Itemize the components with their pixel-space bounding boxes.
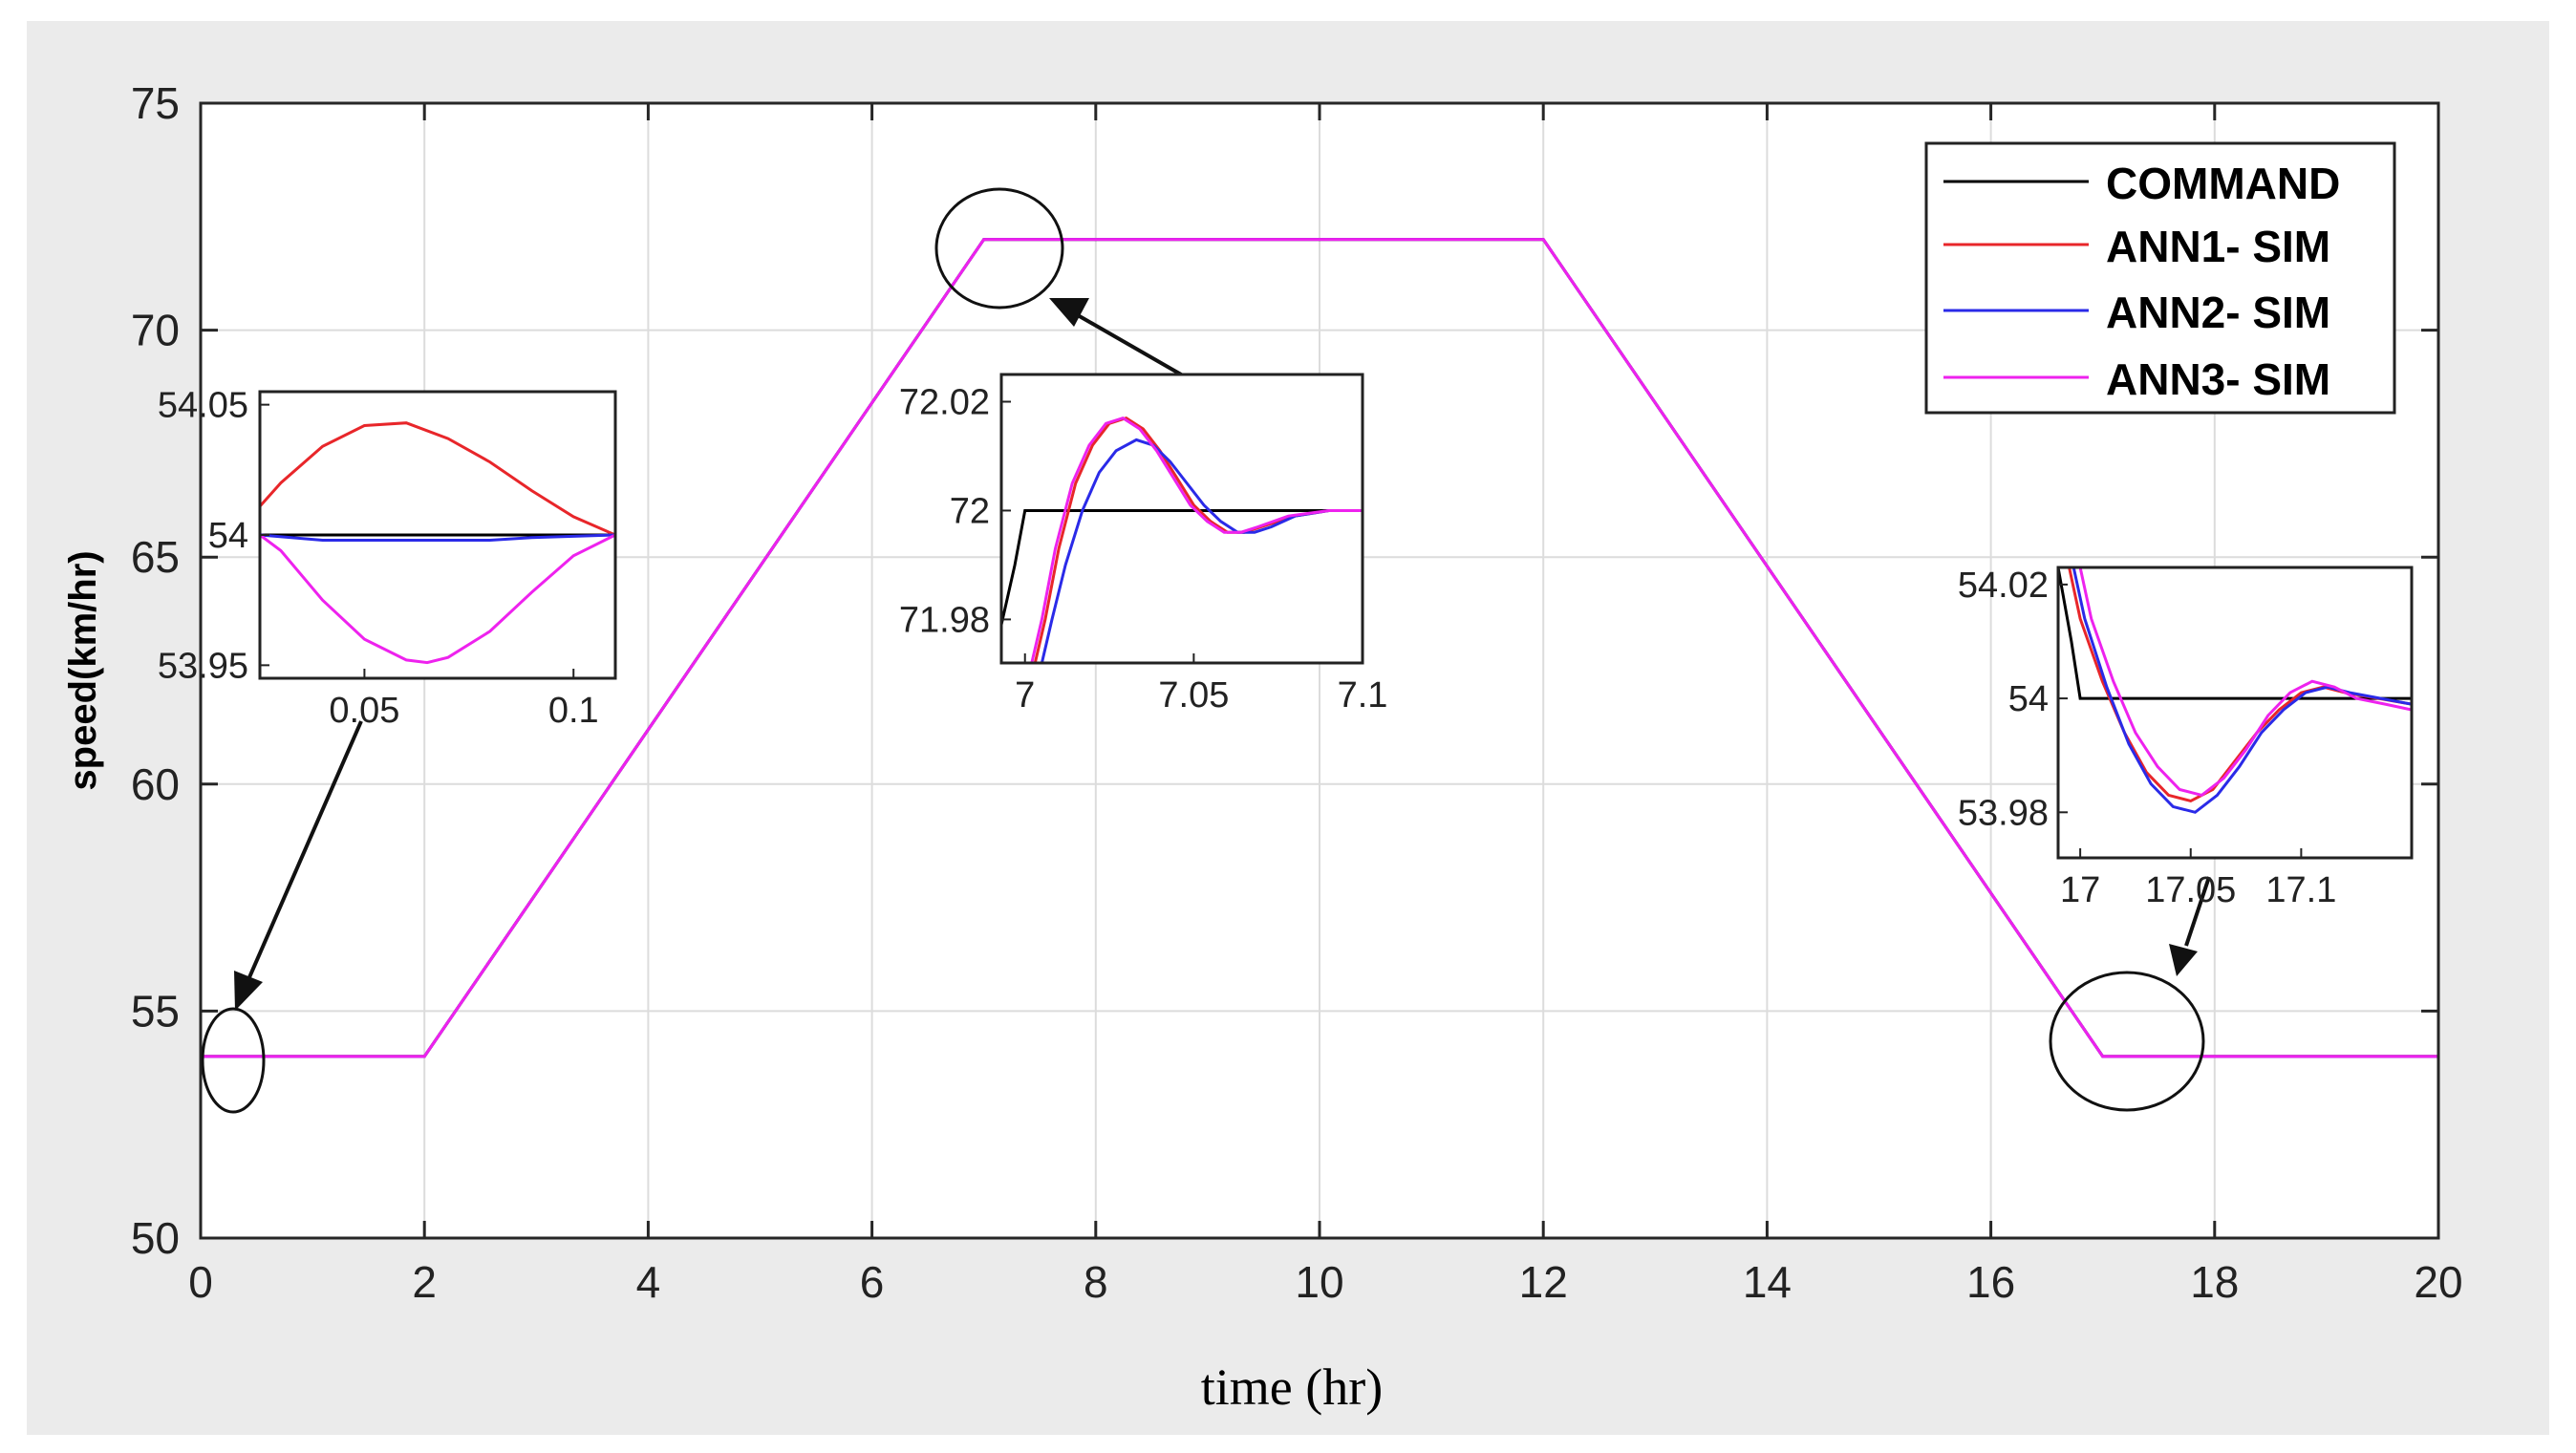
x-tick-label: 20 [2414, 1257, 2462, 1307]
y-tick-label: 75 [131, 78, 180, 128]
inset-x-tick-label: 7.05 [1158, 675, 1229, 716]
inset-x-tick-label: 17.05 [2145, 870, 2236, 910]
inset-x-tick-label: 17 [2060, 870, 2100, 910]
legend-entry-command: COMMAND [1943, 159, 2340, 208]
x-tick-label: 14 [1743, 1257, 1792, 1307]
inset-background [1001, 374, 1363, 663]
x-tick-label: 12 [1519, 1257, 1568, 1307]
inset-series [1001, 416, 1363, 663]
legend: COMMAND ANN1- SIM ANN2- SIM ANN3- SIM [1924, 141, 2396, 415]
inset-x-tick-label: 7.1 [1338, 675, 1388, 716]
inset-y-tick-label: 54 [208, 516, 248, 556]
x-tick-label: 2 [412, 1257, 437, 1307]
inset-series-line-ann3-sim [2078, 567, 2412, 798]
arrow-to-t17 [2169, 876, 2211, 976]
inset-series-line-command [2058, 567, 2412, 700]
inset-y-tick-label: 54.02 [1958, 566, 2049, 606]
legend-entry-ann2: ANN2- SIM [1943, 288, 2330, 337]
zoom-circle-start [201, 1007, 266, 1114]
inset-box [2056, 566, 2414, 860]
x-axis-label: time (hr) [1201, 1358, 1383, 1416]
x-tick-label: 16 [1966, 1257, 2015, 1307]
inset-y-tick-label: 53.95 [158, 646, 248, 686]
x-tick-label: 6 [860, 1257, 885, 1307]
x-tick-label: 10 [1295, 1257, 1343, 1307]
inset-x-tick-label: 0.1 [548, 691, 599, 731]
inset-t7: 7 7.05 7.1 72.02 72 71.98 [899, 373, 1388, 716]
inset-x-tick-label: 7 [1015, 675, 1035, 716]
y-tick-label: 65 [131, 532, 180, 582]
inset-series-line-ann1-sim [260, 421, 615, 537]
inset-y-tick-label: 72 [950, 491, 990, 531]
arrow-to-t7 [1049, 298, 1195, 384]
inset-series-line-ann3-sim [1030, 416, 1363, 663]
legend-label-command: COMMAND [2106, 159, 2340, 208]
inset-background [2058, 567, 2412, 858]
inset-y-tick-label: 53.98 [1958, 793, 2049, 833]
y-tick-label: 70 [131, 306, 180, 355]
y-axis-label: speed(km/hr) [62, 550, 104, 790]
annotation-layer [201, 187, 2211, 1114]
inset-series-line-command [1001, 509, 1363, 626]
y-tick-label: 60 [131, 759, 180, 809]
series-layer [201, 238, 2438, 1058]
y-tick-label: 50 [131, 1213, 180, 1263]
x-tick-label: 8 [1084, 1257, 1108, 1307]
inset-box [999, 373, 1364, 665]
y-tick-label: 55 [131, 986, 180, 1036]
legend-label-ann2: ANN2- SIM [2106, 288, 2330, 337]
ticks-layer: 0 2 4 6 8 10 12 14 16 18 20 50 55 60 65 70 75 [131, 78, 2463, 1307]
inset-x-tick-label: 17.1 [2265, 870, 2336, 910]
inset-series [2058, 567, 2412, 814]
legend-label-ann3: ANN3- SIM [2106, 354, 2330, 404]
inset-x-tick-label: 0.05 [329, 691, 399, 731]
inset-y-tick-label: 54 [2008, 679, 2049, 719]
inset-y-tick-label: 54.05 [158, 386, 248, 426]
x-tick-label: 4 [636, 1257, 661, 1307]
legend-entry-ann1: ANN1- SIM [1943, 222, 2330, 271]
inset-series-line-ann2-sim [260, 533, 615, 542]
inset-start: 0.05 0.1 54.05 54 53.95 [158, 386, 617, 731]
inset-y-tick-label: 72.02 [899, 382, 990, 422]
legend-entry-ann3: ANN3- SIM [1943, 354, 2330, 404]
inset-y-tick-label: 71.98 [899, 600, 990, 640]
legend-box [1924, 141, 2396, 415]
x-tick-label: 18 [2190, 1257, 2239, 1307]
zoom-circle-t7 [934, 187, 1064, 310]
x-tick-label: 0 [188, 1257, 213, 1307]
inset-series [260, 421, 615, 665]
legend-label-ann1: ANN1- SIM [2106, 222, 2330, 271]
zoom-circle-t17 [2049, 971, 2205, 1112]
inset-series-line-ann2-sim [1040, 438, 1363, 663]
arrow-to-start [234, 720, 363, 1011]
inset-series-line-ann3-sim [260, 533, 615, 665]
inset-t17: 17 17.05 17.1 54.02 54 53.98 [1958, 566, 2414, 910]
series-line-ann3-sim [201, 238, 2438, 1058]
